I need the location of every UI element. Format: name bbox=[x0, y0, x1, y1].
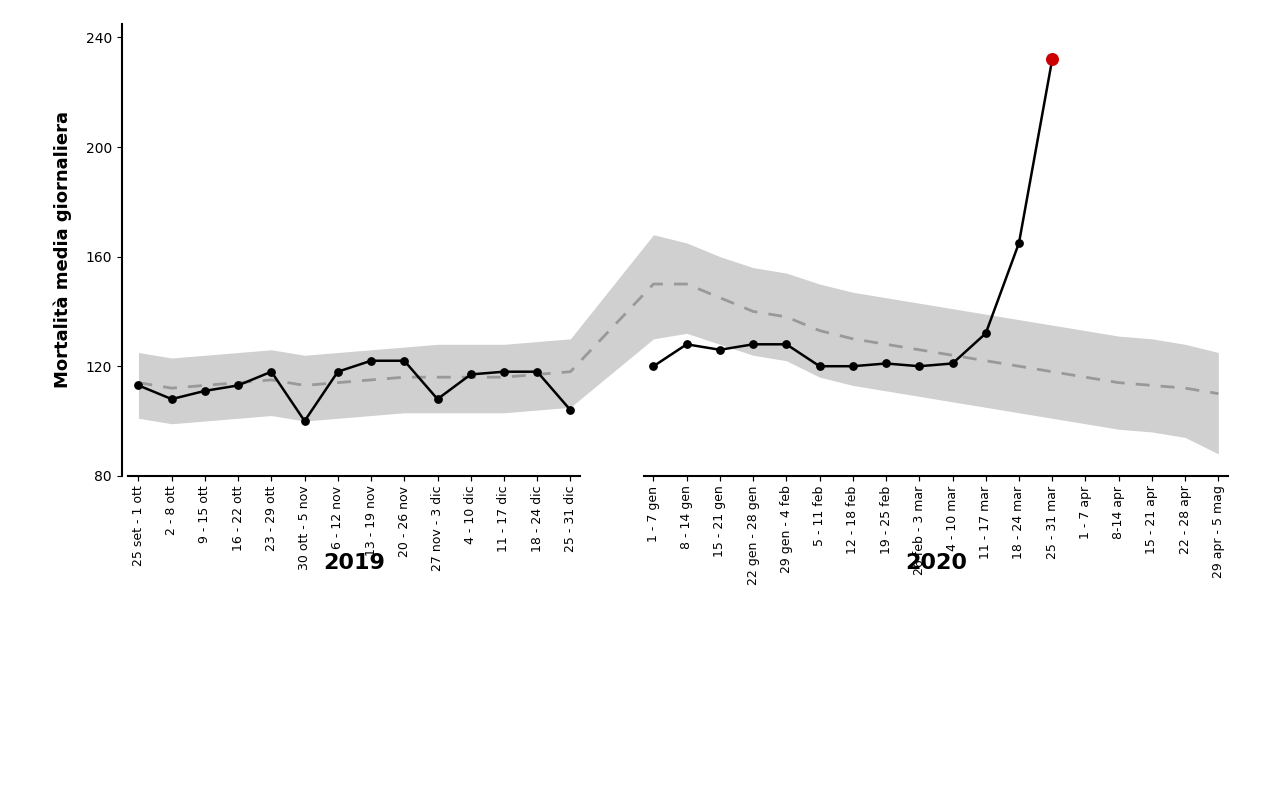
Point bbox=[361, 354, 381, 367]
Point bbox=[1042, 53, 1062, 66]
Point bbox=[842, 360, 863, 373]
Point bbox=[328, 366, 348, 378]
Text: 2019: 2019 bbox=[324, 553, 385, 573]
Point bbox=[909, 360, 929, 373]
Point bbox=[128, 379, 148, 392]
Point bbox=[809, 360, 829, 373]
Point bbox=[394, 354, 415, 367]
Point bbox=[742, 338, 763, 351]
Point bbox=[876, 357, 896, 370]
Point bbox=[942, 357, 963, 370]
Point bbox=[975, 327, 996, 339]
Point bbox=[461, 368, 481, 381]
Y-axis label: Mortalità media giornaliera: Mortalità media giornaliera bbox=[54, 111, 72, 389]
Point bbox=[1009, 236, 1029, 249]
Point bbox=[294, 415, 315, 427]
Point bbox=[561, 404, 581, 416]
Text: 2020: 2020 bbox=[905, 553, 966, 573]
Point bbox=[776, 338, 796, 351]
Point bbox=[1042, 53, 1062, 66]
Point bbox=[676, 338, 696, 351]
Point bbox=[161, 393, 182, 405]
Point bbox=[228, 379, 248, 392]
Point bbox=[527, 366, 548, 378]
Point bbox=[195, 385, 215, 397]
Point bbox=[644, 360, 664, 373]
Point bbox=[709, 343, 730, 356]
Point bbox=[261, 366, 282, 378]
Point bbox=[428, 393, 448, 405]
Point bbox=[494, 366, 515, 378]
